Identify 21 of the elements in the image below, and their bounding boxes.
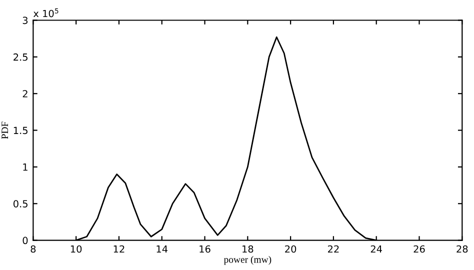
y-axis-title: PDF: [2, 122, 8, 139]
x-tick-label: 12: [114, 245, 124, 253]
x-tick-label: 20: [285, 245, 296, 253]
x-tick-label: 26: [414, 245, 425, 253]
y-tick-label: 2.5: [14, 53, 28, 61]
y-tick-label: 3: [22, 16, 28, 24]
y-tick-label: 1.5: [14, 126, 28, 134]
y-tick-label: 0.5: [14, 200, 28, 208]
x-tick-label: 22: [328, 245, 339, 253]
y-tick-label: 2: [22, 90, 28, 98]
y-tick-label: 0: [22, 236, 28, 244]
x-tick-label: 24: [370, 245, 382, 253]
x-tick-label: 10: [70, 245, 82, 253]
x-tick-label: 28: [456, 245, 468, 253]
x-tick-label: 8: [30, 245, 36, 253]
x-tick-label: 16: [200, 245, 210, 253]
text: x 10$^{5}$: [33, 8, 58, 18]
x-tick-label: 18: [242, 245, 254, 253]
y-tick-label: 1: [23, 164, 28, 171]
x-axis-title: power (mw): [224, 256, 272, 265]
x-tick-label: 14: [156, 245, 168, 253]
